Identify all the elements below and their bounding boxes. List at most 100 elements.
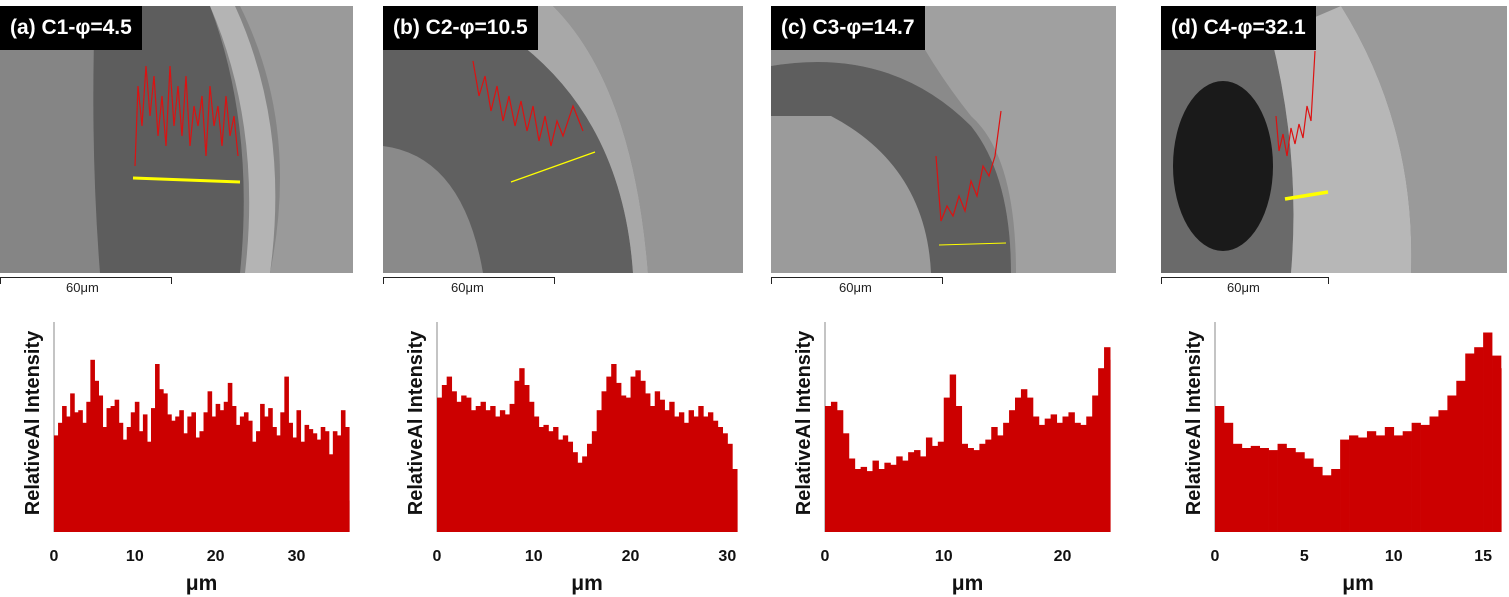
histogram-bar [284, 376, 289, 532]
histogram-bar [698, 406, 704, 532]
histogram-bar [991, 427, 998, 532]
histogram-bar [884, 462, 891, 532]
histogram-bar [1286, 448, 1296, 532]
histogram-bar [146, 441, 152, 532]
histogram-bar [142, 414, 148, 532]
histogram-bar [252, 441, 257, 532]
histogram-bar [211, 416, 217, 532]
histogram-bar [548, 431, 554, 532]
histogram-b: 0 10 20 30 μm RelativeAl Intensity [405, 322, 738, 595]
histogram-bar [1086, 416, 1093, 532]
histogram-bar [1050, 414, 1058, 532]
histogram-bar [557, 439, 564, 532]
histogram-bar [717, 427, 724, 532]
histogram-bar [722, 433, 728, 532]
histogram-bar [504, 414, 511, 532]
histogram-bar [902, 460, 909, 532]
panel-label-a: (a) C1-φ=4.5 [0, 6, 142, 50]
histogram-bar [649, 406, 656, 532]
histogram-c: 0 10 20 μm RelativeAl Intensity [793, 322, 1111, 595]
histogram-bar [138, 431, 144, 532]
histogram-bar [611, 364, 617, 532]
histogram-bar [122, 439, 128, 532]
histogram-bar [320, 427, 326, 532]
sem-image-b [383, 6, 743, 273]
histogram-bar [1074, 422, 1081, 532]
histogram-bar [451, 391, 457, 532]
histogram-bar [1304, 458, 1314, 532]
histogram-bar [562, 435, 569, 532]
panel-label-d: (d) C4-φ=32.1 [1161, 6, 1316, 50]
histogram-bar [620, 395, 627, 532]
histogram-bar [890, 464, 897, 532]
histogram-bar [1104, 359, 1111, 532]
histogram-bar [114, 399, 120, 532]
histogram-bar [78, 410, 83, 532]
histogram-bar [1411, 422, 1421, 532]
histogram-bar [150, 408, 156, 532]
panel-d: (d) C4-φ=32.1 60μm 0 5 10 15 μm RelativeAl In… [1161, 0, 1507, 597]
histogram-bar [296, 410, 302, 532]
histogram-bar [1420, 424, 1430, 532]
histogram-bar [1349, 435, 1359, 532]
panel-c: (c) C3-φ=14.7 60μm 0 10 20 μm RelativeAl Int… [771, 0, 1116, 597]
histogram-bar [58, 422, 63, 532]
histogram-bar [587, 443, 593, 532]
histogram-bar [110, 406, 116, 532]
sem-image-c [771, 6, 1116, 273]
histogram-bar [183, 433, 188, 532]
histogram-bar [538, 427, 544, 532]
scale-bar-b [383, 277, 555, 284]
x-tick-label: 20 [622, 548, 640, 565]
histogram-bar [231, 406, 237, 532]
x-axis-label: μm [571, 572, 603, 595]
x-axis-label: μm [1342, 572, 1374, 595]
trace-d [1275, 50, 1316, 157]
histogram-bar [1038, 424, 1046, 532]
sem-image-d [1161, 6, 1507, 273]
histogram-bar [664, 410, 670, 532]
histogram-bar [854, 469, 862, 532]
histogram-bar [688, 410, 694, 532]
histogram-bar [1080, 424, 1087, 532]
histogram-bar [485, 410, 491, 532]
histogram-bar [866, 471, 873, 532]
histogram-bar [203, 412, 209, 532]
histogram-bar [163, 393, 168, 532]
histogram-bar [66, 416, 71, 532]
histogram-bar [227, 382, 233, 532]
scan-line-d [1284, 190, 1329, 201]
histogram-bar [712, 420, 719, 532]
histogram-bar [727, 443, 733, 532]
histogram-bar [1366, 431, 1377, 532]
histogram-bar [167, 414, 172, 532]
histogram-bar [1393, 435, 1404, 532]
histogram-bar [268, 408, 273, 532]
x-tick-label: 30 [718, 548, 736, 565]
histogram-bar [260, 403, 265, 532]
sem-drawing-c [771, 6, 1116, 273]
scale-bar-d [1161, 277, 1329, 284]
histogram-bar [997, 435, 1004, 532]
trace-c [935, 110, 1002, 222]
histogram-bar [1232, 443, 1243, 532]
histogram-bar [1020, 389, 1028, 532]
histogram-bar [54, 435, 59, 532]
histogram-bar [456, 401, 462, 532]
histogram-bar [860, 466, 868, 532]
histogram-bar [514, 380, 520, 532]
histogram-bar [693, 416, 699, 532]
histogram-bar [678, 412, 685, 532]
histogram-bar [1092, 395, 1099, 532]
histogram-bar [276, 435, 281, 532]
histogram-bar [1402, 431, 1412, 532]
trace-a [134, 65, 239, 167]
histogram-bar [1044, 418, 1052, 532]
histogram-bar [490, 406, 496, 532]
histogram-bar [645, 393, 651, 532]
histogram-bar [118, 422, 124, 532]
histogram-bar [292, 437, 298, 532]
histogram-bar [567, 441, 574, 532]
histogram-bar [973, 450, 980, 532]
trace-b [472, 60, 584, 147]
